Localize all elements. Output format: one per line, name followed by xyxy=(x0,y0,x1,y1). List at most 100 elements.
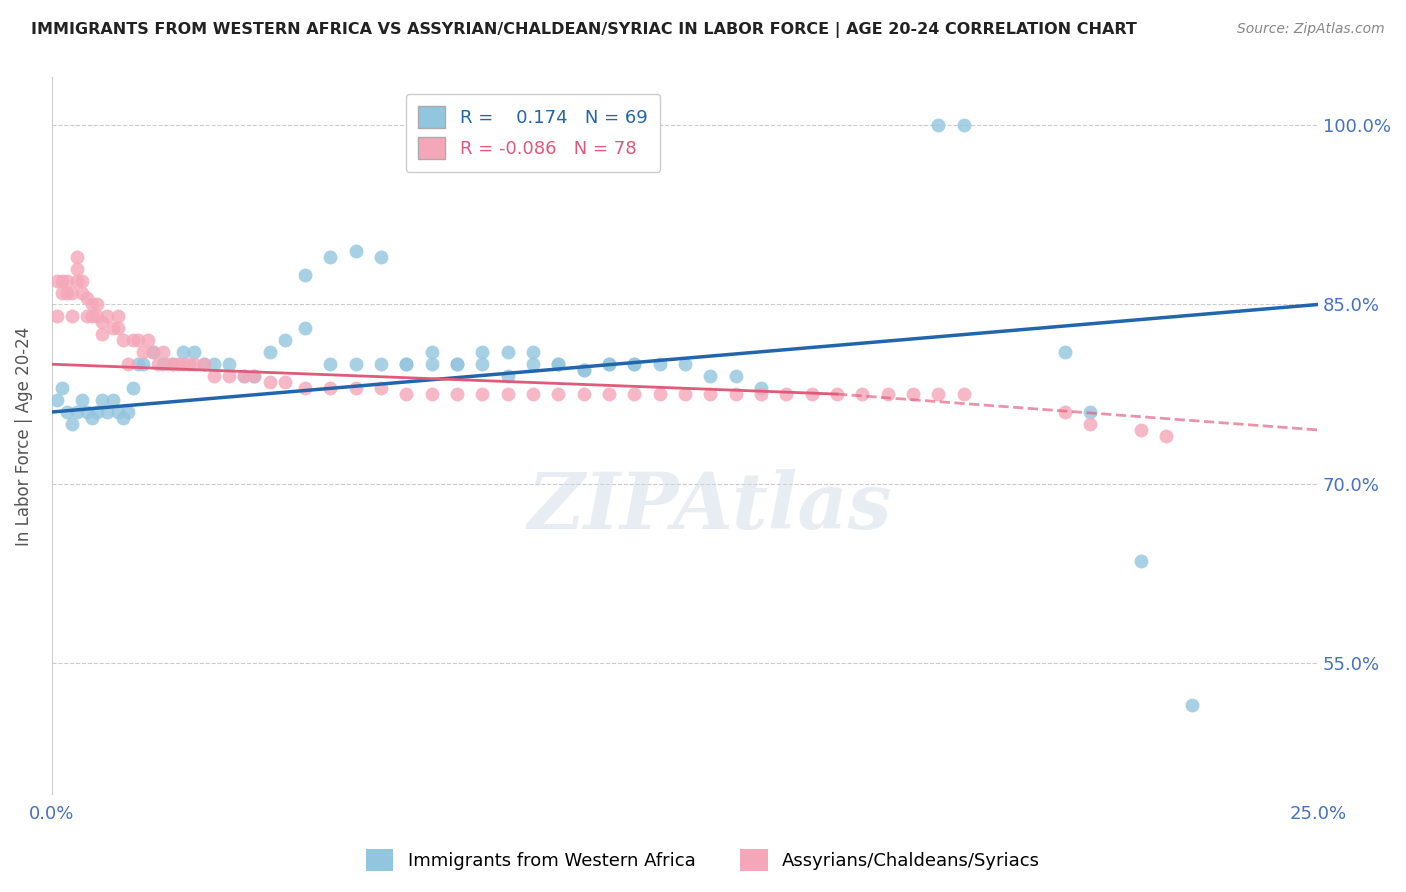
Point xyxy=(572,387,595,401)
Point xyxy=(76,310,98,324)
Point xyxy=(1053,345,1076,359)
Point xyxy=(218,369,240,384)
Point xyxy=(648,357,671,371)
Point xyxy=(471,345,494,359)
Point xyxy=(294,268,316,282)
Point xyxy=(132,357,155,371)
Point xyxy=(243,369,266,384)
Point xyxy=(1078,417,1101,431)
Point xyxy=(420,345,443,359)
Point xyxy=(45,274,67,288)
Point xyxy=(82,297,104,311)
Point xyxy=(1154,429,1177,443)
Point xyxy=(152,357,174,371)
Point xyxy=(202,369,225,384)
Point xyxy=(167,357,190,371)
Point xyxy=(259,375,281,389)
Point xyxy=(699,369,721,384)
Point xyxy=(274,375,297,389)
Point xyxy=(96,310,118,324)
Point xyxy=(111,411,134,425)
Point xyxy=(172,357,194,371)
Point xyxy=(132,345,155,359)
Point xyxy=(344,381,367,395)
Point xyxy=(66,261,89,276)
Point xyxy=(45,310,67,324)
Point xyxy=(749,387,772,401)
Point xyxy=(121,381,143,395)
Point xyxy=(547,387,569,401)
Point xyxy=(117,405,139,419)
Point xyxy=(673,357,696,371)
Point xyxy=(60,310,83,324)
Point xyxy=(370,250,392,264)
Point xyxy=(121,334,143,348)
Point xyxy=(547,357,569,371)
Point xyxy=(446,387,468,401)
Point xyxy=(70,392,93,407)
Legend: Immigrants from Western Africa, Assyrians/Chaldeans/Syriacs: Immigrants from Western Africa, Assyrian… xyxy=(359,842,1047,879)
Point xyxy=(598,387,620,401)
Text: IMMIGRANTS FROM WESTERN AFRICA VS ASSYRIAN/CHALDEAN/SYRIAC IN LABOR FORCE | AGE : IMMIGRANTS FROM WESTERN AFRICA VS ASSYRI… xyxy=(31,22,1137,38)
Point xyxy=(496,387,519,401)
Point xyxy=(471,357,494,371)
Point xyxy=(927,118,949,132)
Point xyxy=(572,363,595,377)
Point xyxy=(56,274,79,288)
Point xyxy=(91,327,114,342)
Point xyxy=(193,357,215,371)
Point xyxy=(496,345,519,359)
Point xyxy=(395,357,418,371)
Point xyxy=(233,369,256,384)
Legend: R =    0.174   N = 69, R = -0.086   N = 78: R = 0.174 N = 69, R = -0.086 N = 78 xyxy=(406,94,661,172)
Point xyxy=(70,274,93,288)
Point xyxy=(243,369,266,384)
Point xyxy=(152,345,174,359)
Point xyxy=(127,334,149,348)
Point xyxy=(319,357,342,371)
Point xyxy=(623,357,645,371)
Point xyxy=(56,405,79,419)
Point xyxy=(1129,423,1152,437)
Text: Source: ZipAtlas.com: Source: ZipAtlas.com xyxy=(1237,22,1385,37)
Point xyxy=(598,357,620,371)
Point xyxy=(800,387,823,401)
Point xyxy=(294,321,316,335)
Point xyxy=(56,285,79,300)
Point xyxy=(370,357,392,371)
Point xyxy=(522,387,544,401)
Point xyxy=(70,285,93,300)
Point xyxy=(82,411,104,425)
Point xyxy=(547,357,569,371)
Point xyxy=(142,345,165,359)
Point xyxy=(294,381,316,395)
Point xyxy=(127,357,149,371)
Point xyxy=(446,357,468,371)
Point xyxy=(202,357,225,371)
Point xyxy=(76,405,98,419)
Point xyxy=(623,357,645,371)
Point xyxy=(522,357,544,371)
Point xyxy=(136,334,159,348)
Point xyxy=(496,369,519,384)
Point xyxy=(51,381,73,395)
Point xyxy=(146,357,169,371)
Point xyxy=(749,381,772,395)
Point xyxy=(699,387,721,401)
Point xyxy=(183,345,205,359)
Point xyxy=(319,381,342,395)
Point xyxy=(193,357,215,371)
Point xyxy=(952,387,974,401)
Point xyxy=(51,274,73,288)
Point xyxy=(1129,554,1152,568)
Point xyxy=(96,405,118,419)
Point xyxy=(522,345,544,359)
Point xyxy=(107,310,129,324)
Point xyxy=(446,357,468,371)
Point xyxy=(572,363,595,377)
Point xyxy=(724,387,747,401)
Point xyxy=(648,387,671,401)
Point xyxy=(233,369,256,384)
Point xyxy=(157,357,180,371)
Point xyxy=(117,357,139,371)
